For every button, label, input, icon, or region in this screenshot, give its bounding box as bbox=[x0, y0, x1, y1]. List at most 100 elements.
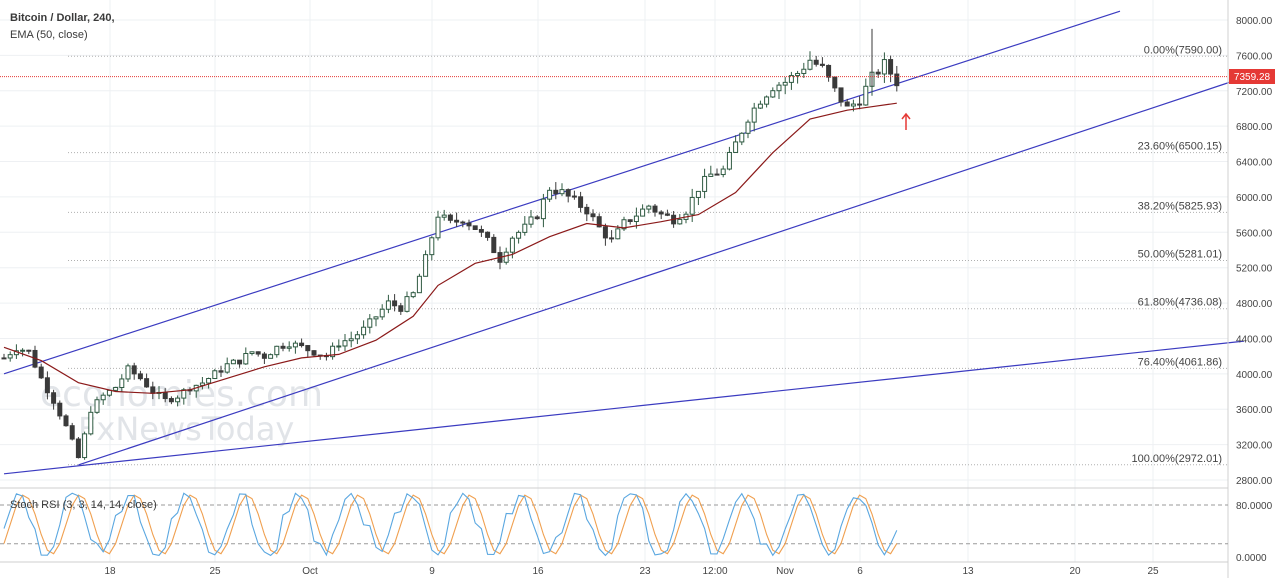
grid bbox=[0, 0, 1228, 562]
candle-up bbox=[640, 208, 646, 217]
candle-up bbox=[633, 215, 639, 223]
candle-up bbox=[354, 334, 360, 340]
candle-up bbox=[416, 275, 422, 294]
candle-down bbox=[844, 101, 850, 107]
candle-down bbox=[590, 213, 596, 218]
candle-up bbox=[733, 141, 739, 153]
candle-up bbox=[776, 84, 782, 92]
candle-up bbox=[230, 359, 236, 365]
candle-up bbox=[559, 189, 565, 195]
candle-up bbox=[528, 216, 534, 225]
candle-up bbox=[342, 340, 348, 347]
candle-down bbox=[875, 71, 881, 75]
time-tick-label: 16 bbox=[532, 566, 544, 577]
up-arrow-marker bbox=[901, 112, 911, 130]
time-axis[interactable]: 18 25 Oct 9 16 23 12:00 Nov 6 13 20 25 bbox=[104, 566, 1159, 577]
candle-down bbox=[578, 196, 584, 208]
candle-up bbox=[20, 349, 26, 352]
candle-up bbox=[367, 318, 373, 328]
candle-up bbox=[336, 345, 342, 348]
channel-line-base[interactable] bbox=[3, 340, 1245, 475]
candle-down bbox=[714, 173, 720, 176]
candle-down bbox=[75, 438, 81, 459]
candle-down bbox=[596, 216, 602, 228]
price-tick-label: 4000.00 bbox=[1236, 370, 1273, 381]
candle-up bbox=[181, 389, 187, 399]
candle-down bbox=[305, 345, 311, 352]
candle-down bbox=[609, 237, 615, 240]
candle-up bbox=[410, 292, 416, 298]
candle-up bbox=[739, 132, 745, 143]
candle-down bbox=[466, 222, 472, 227]
price-tick-label: 6000.00 bbox=[1236, 193, 1273, 204]
candle-down bbox=[658, 211, 664, 215]
candle-up bbox=[385, 300, 391, 310]
candle-up bbox=[677, 218, 683, 225]
candle-down bbox=[280, 345, 286, 349]
price-tick-label: 7600.00 bbox=[1236, 51, 1273, 62]
candle-up bbox=[782, 81, 788, 86]
candle-down bbox=[819, 63, 825, 66]
candle-up bbox=[274, 345, 280, 356]
candle-up bbox=[423, 254, 429, 277]
candle-down bbox=[237, 359, 243, 365]
candle-up bbox=[100, 394, 106, 401]
candle-up bbox=[702, 175, 708, 192]
candle-down bbox=[472, 225, 478, 231]
candle-up bbox=[175, 397, 181, 403]
candle-up bbox=[788, 75, 794, 83]
fib-level-label: 50.00%(5281.01) bbox=[1138, 249, 1222, 261]
candle-up bbox=[7, 354, 13, 359]
candle-up bbox=[88, 411, 94, 435]
candle-up bbox=[373, 316, 379, 320]
time-tick-label: 9 bbox=[429, 566, 435, 577]
candle-down bbox=[299, 342, 305, 347]
candle-up bbox=[516, 231, 522, 239]
candle-up bbox=[881, 59, 887, 75]
time-tick-label: 23 bbox=[639, 566, 651, 577]
stoch-rsi-panel[interactable]: 80.0000 0.0000 bbox=[0, 492, 1273, 564]
candle-up bbox=[113, 386, 119, 391]
candle-down bbox=[460, 221, 466, 224]
price-tick-label: 3200.00 bbox=[1236, 441, 1273, 452]
fib-level-label: 23.60%(6500.15) bbox=[1138, 141, 1222, 153]
candle-up bbox=[726, 151, 732, 170]
fibonacci-levels: 0.00%(7590.00) 23.60%(6500.15) 38.20%(5825… bbox=[68, 44, 1228, 466]
symbol-title: Bitcoin / Dollar, 240, bbox=[10, 12, 115, 24]
candle-down bbox=[888, 59, 894, 75]
price-axis[interactable]: 8000.00 7600.00 7200.00 6800.00 6400.00 6000.… bbox=[1236, 16, 1273, 487]
candle-down bbox=[398, 305, 404, 312]
candle-up bbox=[720, 168, 726, 176]
candle-up bbox=[801, 68, 807, 74]
candle-up bbox=[379, 308, 385, 318]
candle-up bbox=[441, 214, 447, 218]
candle-up bbox=[361, 326, 367, 336]
candle-down bbox=[571, 195, 577, 198]
candles bbox=[1, 28, 900, 460]
candle-up bbox=[850, 103, 856, 107]
candle-down bbox=[553, 189, 559, 195]
channel-line-lower[interactable] bbox=[78, 76, 1245, 466]
candle-down bbox=[255, 351, 261, 355]
time-tick-label: Nov bbox=[776, 566, 794, 577]
price-tick-label: 3600.00 bbox=[1236, 405, 1273, 416]
candle-up bbox=[404, 296, 410, 312]
candle-down bbox=[478, 229, 484, 233]
price-tick-label: 6800.00 bbox=[1236, 122, 1273, 133]
time-tick-label: 25 bbox=[1147, 566, 1159, 577]
candle-down bbox=[150, 386, 156, 394]
candle-down bbox=[392, 300, 398, 307]
candle-up bbox=[330, 345, 336, 358]
candle-up bbox=[206, 378, 212, 384]
price-tick-label: 8000.00 bbox=[1236, 16, 1273, 27]
price-tick-label: 2800.00 bbox=[1236, 476, 1273, 487]
candle-down bbox=[1, 357, 7, 360]
candle-down bbox=[826, 64, 832, 78]
candle-down bbox=[218, 370, 224, 373]
candle-up bbox=[125, 365, 131, 380]
fib-level-label: 0.00%(7590.00) bbox=[1144, 44, 1222, 56]
price-tick-label: 5200.00 bbox=[1236, 264, 1273, 275]
indicator-label: EMA (50, close) bbox=[10, 29, 88, 41]
